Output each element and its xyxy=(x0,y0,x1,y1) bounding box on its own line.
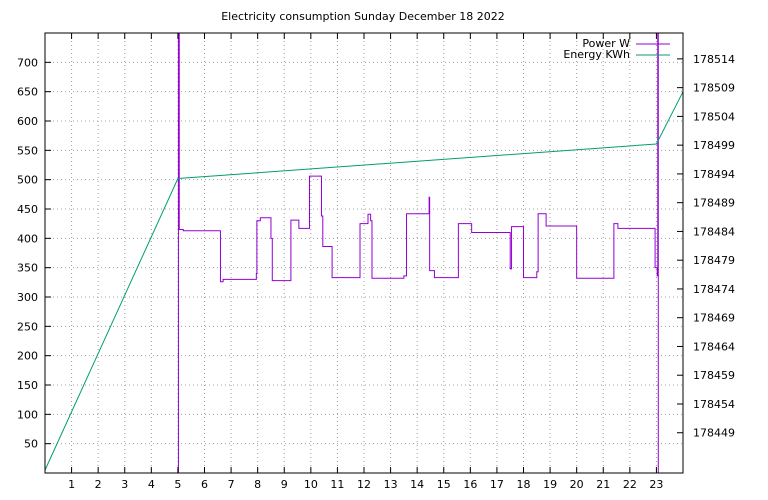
x-tick-label: 17 xyxy=(490,478,504,491)
x-tick-label: 14 xyxy=(410,478,424,491)
y-right-tick-label: 178499 xyxy=(693,139,735,152)
series-line-power-w xyxy=(177,33,659,473)
x-tick-label: 13 xyxy=(384,478,398,491)
y-left-tick-label: 350 xyxy=(17,262,38,275)
y-right-tick-label: 178469 xyxy=(693,312,735,325)
y-left-tick-label: 550 xyxy=(17,144,38,157)
series-line-energy-kwh xyxy=(45,91,683,471)
series-layer xyxy=(45,33,683,473)
y-right-tick-label: 178459 xyxy=(693,369,735,382)
y-left-tick-label: 50 xyxy=(24,438,38,451)
x-tick-label: 19 xyxy=(543,478,557,491)
y-right-tick-label: 178474 xyxy=(693,283,735,296)
y-right-tick-label: 178479 xyxy=(693,254,735,267)
y-left-tick-label: 450 xyxy=(17,203,38,216)
x-tick-label: 7 xyxy=(228,478,235,491)
x-tick-label: 5 xyxy=(174,478,181,491)
x-tick-label: 6 xyxy=(201,478,208,491)
x-tick-label: 11 xyxy=(330,478,344,491)
x-tick-label: 23 xyxy=(649,478,663,491)
y-left-tick-label: 700 xyxy=(17,56,38,69)
y-right-tick-label: 178509 xyxy=(693,82,735,95)
x-tick-label: 9 xyxy=(281,478,288,491)
y-left-tick-label: 150 xyxy=(17,379,38,392)
legend-label-power-w: Power W xyxy=(582,37,630,50)
x-tick-label: 20 xyxy=(570,478,584,491)
x-tick-label: 12 xyxy=(357,478,371,491)
x-tick-label: 3 xyxy=(121,478,128,491)
y-left-tick-label: 600 xyxy=(17,115,38,128)
y-right-tick-label: 178489 xyxy=(693,197,735,210)
y-left-tick-label: 300 xyxy=(17,291,38,304)
grid xyxy=(45,33,683,473)
x-tick-label: 18 xyxy=(517,478,531,491)
x-tick-label: 22 xyxy=(623,478,637,491)
y-right-tick-label: 178504 xyxy=(693,110,735,123)
x-tick-label: 1 xyxy=(68,478,75,491)
y-right-tick-label: 178464 xyxy=(693,340,735,353)
legend-label-energy-kwh: Energy KWh xyxy=(563,48,630,61)
y-right-tick-label: 178454 xyxy=(693,398,735,411)
ticks: 1 2 3 4 5 6 7 8 9 10 11 12 13 14 15 16 17 18 19 20 21 22 23501… xyxy=(17,33,735,491)
x-tick-label: 21 xyxy=(596,478,610,491)
x-tick-label: 15 xyxy=(437,478,451,491)
legend: Power W Energy KWh xyxy=(563,37,670,61)
y-left-tick-label: 400 xyxy=(17,232,38,245)
y-left-tick-label: 500 xyxy=(17,174,38,187)
x-tick-label: 16 xyxy=(463,478,477,491)
x-tick-label: 4 xyxy=(148,478,155,491)
y-left-tick-label: 250 xyxy=(17,320,38,333)
y-left-tick-label: 100 xyxy=(17,408,38,421)
y-right-tick-label: 178494 xyxy=(693,168,735,181)
chart-title: Electricity consumption Sunday December … xyxy=(221,10,505,23)
x-tick-label: 8 xyxy=(254,478,261,491)
y-right-tick-label: 178514 xyxy=(693,53,735,66)
y-right-tick-label: 178484 xyxy=(693,225,735,238)
y-left-tick-label: 200 xyxy=(17,350,38,363)
x-tick-label: 2 xyxy=(95,478,102,491)
y-left-tick-label: 650 xyxy=(17,86,38,99)
x-tick-label: 10 xyxy=(304,478,318,491)
y-right-tick-label: 178449 xyxy=(693,427,735,440)
